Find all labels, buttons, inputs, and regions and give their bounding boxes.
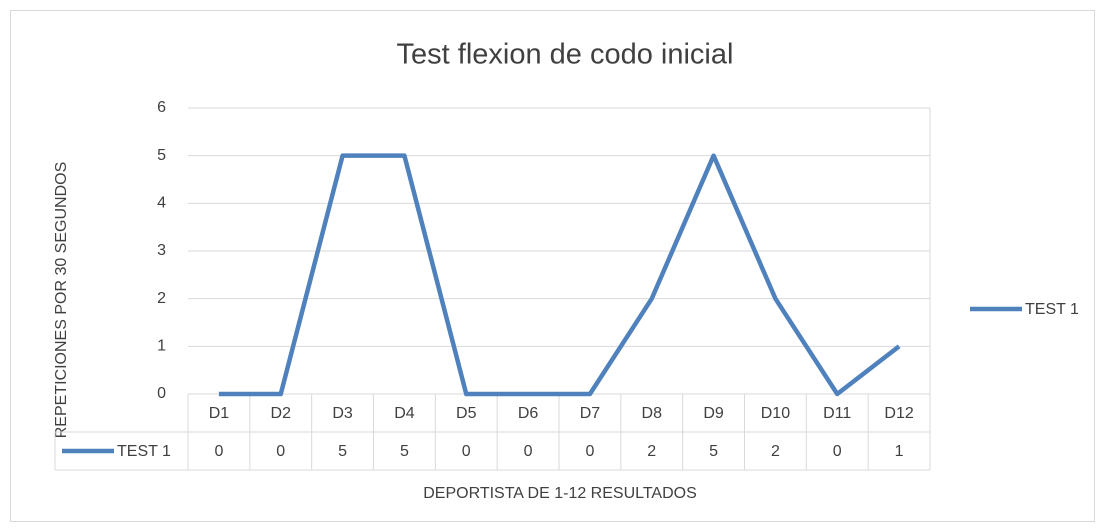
x-tick-label: D11 bbox=[823, 405, 851, 422]
table-value: 5 bbox=[709, 443, 718, 460]
y-tick-label: 0 bbox=[157, 385, 166, 402]
x-tick-label: D1 bbox=[209, 405, 230, 422]
table-value: 2 bbox=[771, 443, 780, 460]
series-line bbox=[218, 153, 901, 397]
x-tick-label: D4 bbox=[394, 405, 415, 422]
y-tick-label: 1 bbox=[157, 338, 166, 355]
table-value: 0 bbox=[214, 443, 223, 460]
y-tick-label: 2 bbox=[157, 290, 166, 307]
x-tick-label: D7 bbox=[580, 405, 601, 422]
x-tick-label: D5 bbox=[456, 405, 477, 422]
y-tick-label: 5 bbox=[157, 147, 166, 164]
y-axis-label: REPETICIONES POR 30 SEGUNDOS bbox=[53, 162, 70, 439]
y-tick-label: 4 bbox=[157, 195, 166, 212]
x-tick-label: D6 bbox=[518, 405, 539, 422]
chart-title: Test flexion de codo inicial bbox=[397, 39, 734, 71]
table-value: 1 bbox=[895, 443, 904, 460]
y-tick-label: 3 bbox=[157, 242, 166, 259]
x-axis-label: DEPORTISTA DE 1-12 RESULTADOS bbox=[423, 485, 697, 502]
table-value: 0 bbox=[585, 443, 594, 460]
y-tick-label: 6 bbox=[157, 99, 166, 116]
x-tick-label: D3 bbox=[332, 405, 353, 422]
table-value: 0 bbox=[276, 443, 285, 460]
x-tick-label: D10 bbox=[761, 405, 790, 422]
x-tick-label: D9 bbox=[703, 405, 724, 422]
table-legend-label: TEST 1 bbox=[117, 443, 171, 460]
table-value: 2 bbox=[647, 443, 656, 460]
table-value: 5 bbox=[338, 443, 347, 460]
table-value: 0 bbox=[462, 443, 471, 460]
table-value: 0 bbox=[524, 443, 533, 460]
table-value: 0 bbox=[833, 443, 842, 460]
x-tick-label: D2 bbox=[271, 405, 292, 422]
x-tick-label: D12 bbox=[884, 405, 913, 422]
chart-border bbox=[10, 10, 1095, 522]
legend-label: TEST 1 bbox=[1025, 301, 1079, 318]
x-tick-label: D8 bbox=[642, 405, 663, 422]
table-value: 5 bbox=[400, 443, 409, 460]
